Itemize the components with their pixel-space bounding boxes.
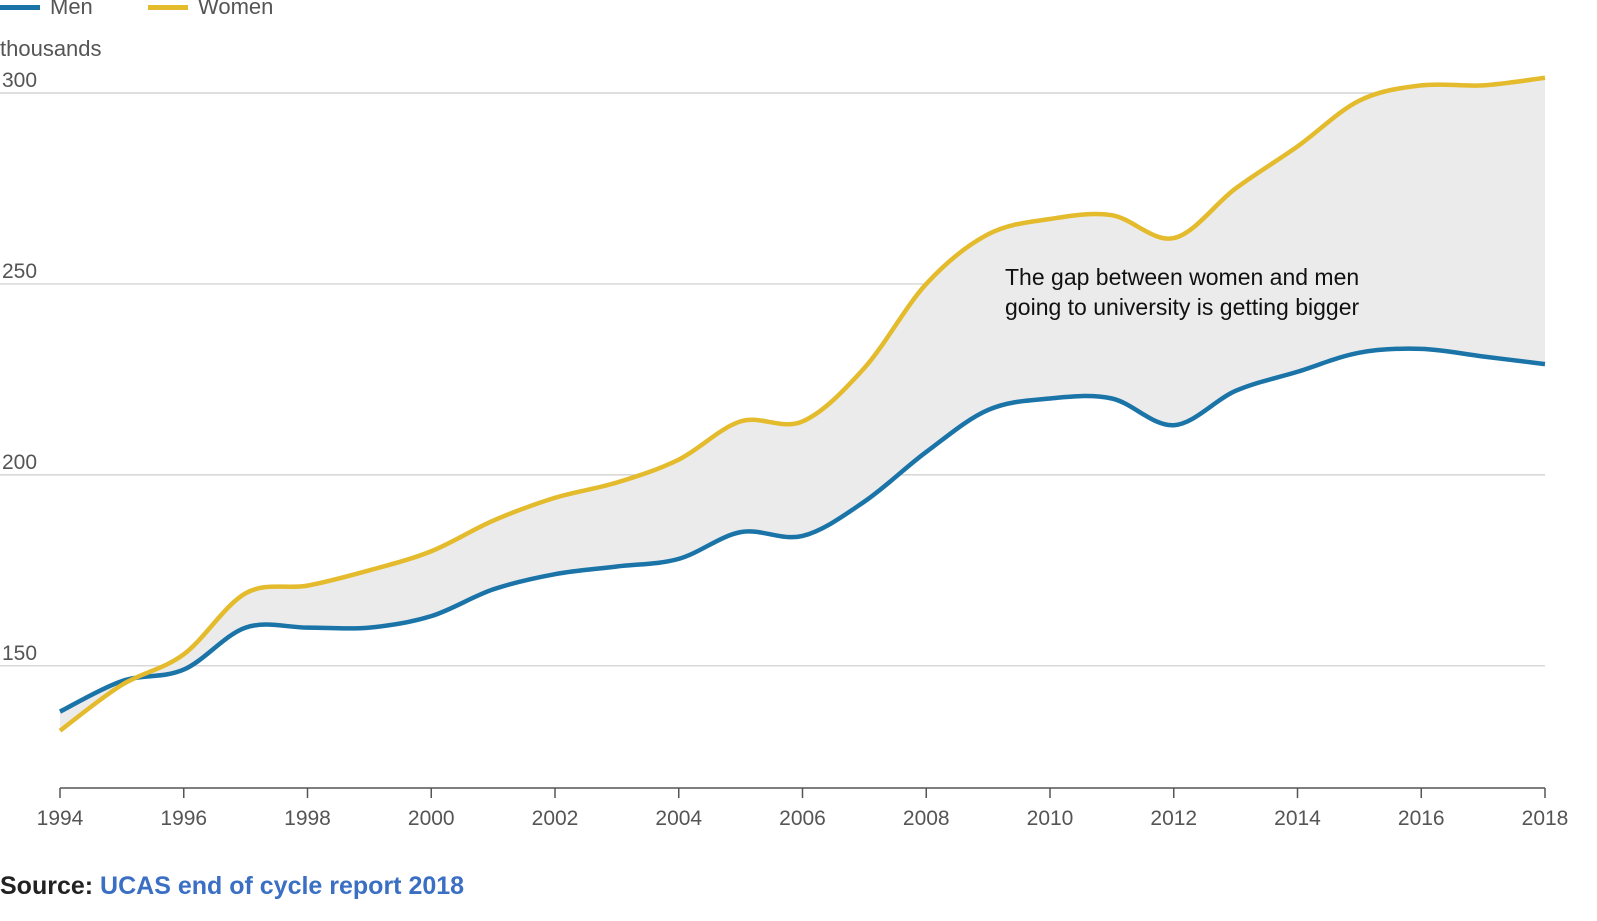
x-tick-label-2008: 2008 [903, 807, 950, 830]
series-lines [58, 75, 1546, 733]
x-tick-label-1994: 1994 [37, 807, 84, 830]
y-tick-label-250: 250 [2, 260, 37, 283]
source-prefix: Source: [0, 872, 94, 900]
y-axis-unit-label: thousands [0, 36, 102, 61]
x-tick-label-2018: 2018 [1522, 807, 1569, 830]
x-tick-label-2014: 2014 [1274, 807, 1321, 830]
grid-lines [0, 92, 1545, 667]
legend-label-men: Men [50, 0, 93, 19]
x-tick-label-2002: 2002 [532, 807, 579, 830]
x-tick-label-2012: 2012 [1150, 807, 1197, 830]
y-tick-label-300: 300 [2, 69, 37, 92]
x-axis-tick-labels: 1994 1996 1998 2000 2002 2004 2006 2008 2010 2012… [37, 807, 1569, 830]
series-line-women [58, 75, 1546, 733]
y-tick-label-150: 150 [2, 642, 37, 665]
x-tick-label-2010: 2010 [1027, 807, 1074, 830]
x-tick-label-2004: 2004 [655, 807, 702, 830]
chart-annotation: The gap between women and men going to u… [1005, 264, 1360, 320]
y-axis-tick-labels: 150 200 250 300 [2, 69, 37, 665]
legend-item-women: Women [148, 0, 273, 20]
legend-item-men: Men [0, 0, 93, 20]
gap-area [60, 77, 1545, 731]
legend-label-women: Women [198, 0, 274, 19]
x-axis [59, 787, 1546, 798]
x-tick-label-1998: 1998 [284, 807, 331, 830]
y-tick-label-200: 200 [2, 451, 37, 474]
x-tick-label-2016: 2016 [1398, 807, 1445, 830]
source-line: Source: UCAS end of cycle report 2018 [0, 872, 464, 901]
x-tick-label-2006: 2006 [779, 807, 826, 830]
gap-shading [60, 77, 1545, 731]
x-tick-label-2000: 2000 [408, 807, 455, 830]
x-tick-label-1996: 1996 [160, 807, 207, 830]
source-link[interactable]: UCAS end of cycle report 2018 [100, 872, 465, 900]
legend-swatch-men [0, 4, 40, 10]
legend-swatch-women [148, 4, 188, 10]
series-line-men [58, 346, 1546, 714]
